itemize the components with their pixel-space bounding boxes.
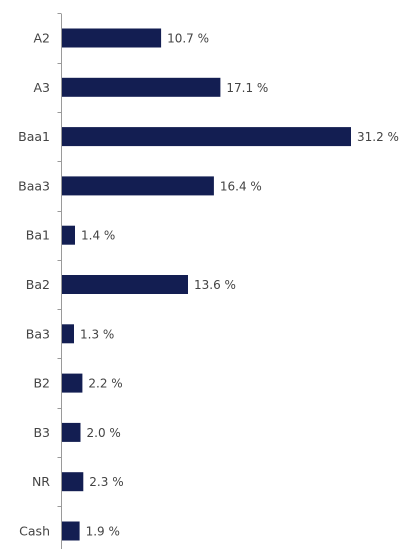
- bar-nr: [62, 472, 83, 491]
- category-labels: A2 A3 Baa1 Baa3 Ba1 Ba2 Ba3 B2 B3 NR Cash: [18, 31, 50, 539]
- bar-ba2: [62, 275, 188, 294]
- value-label: 2.3 %: [89, 475, 123, 489]
- category-label: Cash: [19, 524, 50, 539]
- value-label: 1.3 %: [80, 327, 114, 341]
- category-label: Ba1: [26, 228, 50, 243]
- bar-ba1: [62, 226, 75, 245]
- value-label: 31.2 %: [357, 130, 399, 144]
- value-label: 1.9 %: [86, 525, 120, 539]
- value-label: 17.1 %: [226, 81, 268, 95]
- category-label: A3: [33, 80, 50, 95]
- category-label: Baa3: [18, 178, 50, 193]
- category-label: A2: [33, 31, 50, 46]
- category-label: Baa1: [18, 129, 50, 144]
- bar-baa3: [62, 176, 214, 195]
- value-label: 16.4 %: [220, 179, 262, 193]
- value-label: 13.6 %: [194, 278, 236, 292]
- category-label: Ba3: [26, 326, 50, 341]
- bar-a3: [62, 78, 220, 97]
- bar-baa1: [62, 127, 351, 146]
- value-label: 10.7 %: [167, 32, 209, 46]
- value-label: 2.2 %: [88, 377, 122, 391]
- bar-a2: [62, 29, 161, 48]
- bar-b2: [62, 374, 82, 393]
- value-label: 2.0 %: [87, 426, 121, 440]
- bar-ba3: [62, 324, 74, 343]
- bar-cash: [62, 522, 80, 541]
- category-label: B3: [33, 425, 50, 440]
- bar-b3: [62, 423, 81, 442]
- category-label: Ba2: [26, 277, 50, 292]
- category-label: B2: [33, 376, 50, 391]
- value-label: 1.4 %: [81, 229, 115, 243]
- category-label: NR: [32, 474, 50, 489]
- y-axis-ticks: [58, 14, 62, 507]
